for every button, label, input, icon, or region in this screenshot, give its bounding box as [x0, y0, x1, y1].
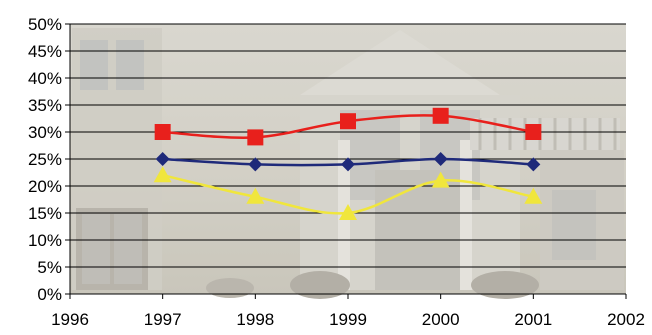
y-tick-label: 10% [28, 231, 62, 250]
series-group [153, 107, 543, 220]
data-point-square [247, 129, 264, 146]
y-tick-label: 35% [28, 96, 62, 115]
data-point-square [432, 107, 449, 124]
data-point-diamond [433, 152, 448, 166]
data-point-triangle [153, 166, 172, 183]
x-tick-label: 2000 [422, 310, 460, 329]
data-point-square [525, 124, 542, 140]
data-point-triangle [246, 187, 265, 204]
y-tick-label: 50% [28, 15, 62, 34]
data-point-diamond [155, 152, 170, 166]
x-tick-label: 1996 [51, 310, 89, 329]
y-tick-label: 15% [28, 204, 62, 223]
axes [65, 23, 627, 299]
data-point-triangle [339, 204, 357, 220]
data-point-triangle [431, 171, 450, 188]
y-tick-label: 20% [28, 177, 62, 196]
x-tick-label: 1999 [329, 310, 367, 329]
y-tick-label: 0% [37, 285, 62, 304]
plot-background-photo [70, 24, 626, 299]
y-tick-label: 40% [28, 69, 62, 88]
y-tick-label: 5% [37, 258, 62, 277]
x-tick-label: 1998 [236, 310, 274, 329]
y-tick-label: 45% [28, 42, 62, 61]
data-point-diamond [248, 157, 263, 172]
x-tick-label: 2002 [607, 310, 645, 329]
data-point-triangle [524, 187, 543, 204]
x-tick-label: 1997 [144, 310, 182, 329]
x-tick-labels: 1996 1997 1998 1999 2000 2001 2002 [51, 310, 645, 329]
data-point-square [154, 124, 171, 140]
y-tick-labels: 0% 5% 10% 15% 20% 25% 30% 35% 40% 45% 50% [28, 15, 62, 304]
y-tick-label: 30% [28, 123, 62, 142]
data-point-diamond [341, 157, 355, 172]
data-point-diamond [526, 157, 541, 172]
y-tick-label: 25% [28, 150, 62, 169]
data-point-square [340, 113, 356, 130]
x-tick-label: 2001 [514, 310, 552, 329]
